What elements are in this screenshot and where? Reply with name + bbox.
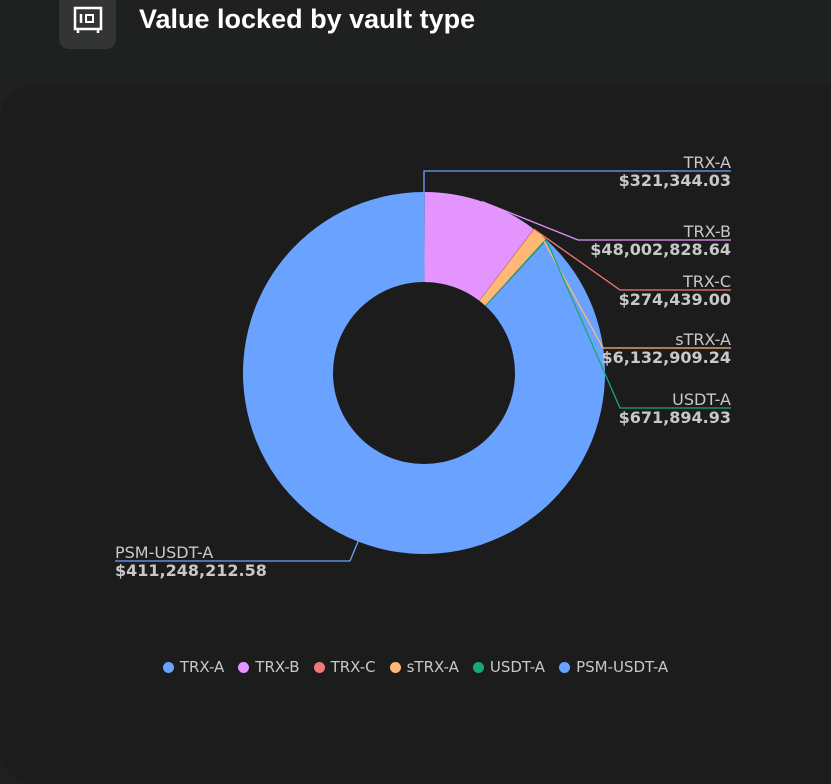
- slice-value-usdt-a: $671,894.93: [619, 408, 731, 427]
- slice-label-usdt-a: USDT-A: [672, 390, 731, 409]
- donut-hole: [333, 282, 515, 464]
- vault-safe-icon: [73, 6, 102, 33]
- legend-item-psm-usdt-a[interactable]: PSM-USDT-A: [559, 658, 668, 676]
- slice-value-psm-usdt-a: $411,248,212.58: [115, 561, 267, 580]
- legend-label: TRX-C: [330, 658, 376, 676]
- leader-line-trx-b: [481, 201, 731, 241]
- legend-item-strx-a[interactable]: sTRX-A: [389, 658, 459, 676]
- legend-dot-icon: [389, 661, 401, 673]
- legend-label: sTRX-A: [406, 658, 459, 676]
- leader-line-psm-usdt-a: [115, 541, 359, 562]
- donut-chart: TRX-A$321,344.03 TRX-B$48,002,828.64 TRX-C…: [115, 153, 731, 580]
- legend-dot-icon: [472, 661, 484, 673]
- vault-icon-button: [59, 0, 116, 49]
- legend-label: PSM-USDT-A: [576, 658, 669, 676]
- slice-value-trx-b: $48,002,828.64: [590, 240, 731, 259]
- legend-label: TRX-B: [255, 658, 300, 676]
- legend-label: TRX-A: [179, 658, 225, 676]
- legend-dot-icon: [559, 661, 571, 673]
- leader-line-trx-a: [423, 170, 731, 192]
- slice-label-trx-b: TRX-B: [683, 222, 731, 241]
- chart-legend: TRX-A TRX-B TRX-C sTRX-A USDT-A PSM-USDT-A: [0, 658, 831, 676]
- leader-line-trx-c: [533, 228, 731, 291]
- legend-item-trx-c[interactable]: TRX-C: [313, 658, 376, 676]
- legend-dot-icon: [313, 661, 325, 673]
- slice-value-trx-a: $321,344.03: [619, 171, 731, 190]
- legend-dot-icon: [238, 661, 250, 673]
- slice-label-trx-a: TRX-A: [683, 153, 731, 172]
- slice-value-strx-a: $6,132,909.24: [601, 348, 731, 367]
- legend-item-trx-a[interactable]: TRX-A: [162, 658, 225, 676]
- slice-label-trx-c: TRX-C: [682, 272, 731, 291]
- legend-label: USDT-A: [489, 658, 546, 676]
- slice-value-trx-c: $274,439.00: [619, 290, 731, 309]
- legend-item-usdt-a[interactable]: USDT-A: [472, 658, 546, 676]
- leader-line-usdt-a: [545, 239, 731, 409]
- legend-dot-icon: [162, 661, 174, 673]
- slice-label-strx-a: sTRX-A: [675, 330, 731, 349]
- slice-label-psm-usdt-a: PSM-USDT-A: [115, 543, 213, 562]
- page-title: Value locked by vault type: [139, 4, 476, 34]
- legend-item-trx-b[interactable]: TRX-B: [238, 658, 300, 676]
